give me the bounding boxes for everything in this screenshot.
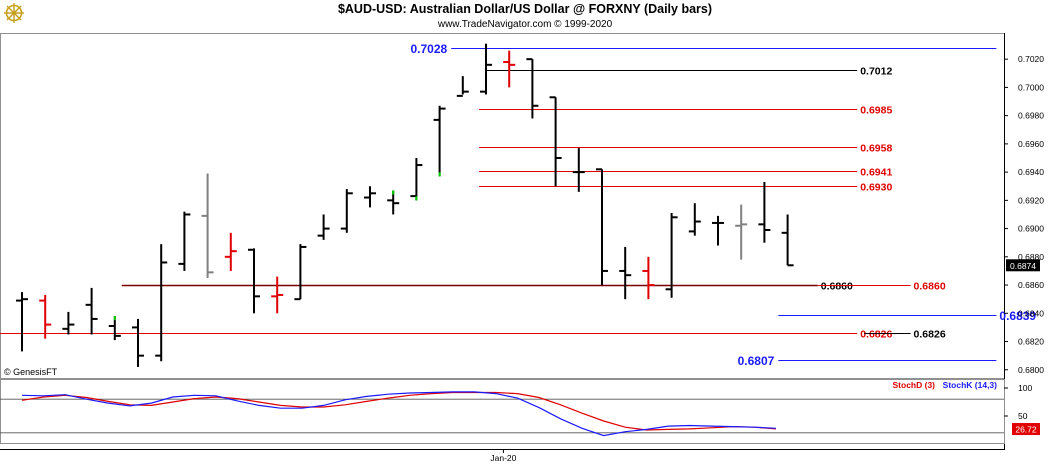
price-bar xyxy=(108,316,121,341)
stochk-legend: StochK (14,3) xyxy=(943,380,997,390)
price-bar xyxy=(456,76,469,97)
price-tick-label: 0.6920 xyxy=(1018,195,1044,205)
price-bar xyxy=(480,43,492,95)
price-bar xyxy=(549,96,562,187)
price-axis: 0.7020 0.7000 0.6980 0.6960 0.6940 0.6920 0.69… xyxy=(1004,54,1044,375)
price-tick-label: 0.6980 xyxy=(1018,111,1044,121)
price-bar xyxy=(224,232,237,271)
stoch-series-k xyxy=(21,391,777,437)
price-bar xyxy=(712,215,724,246)
level-label: 0.6826 xyxy=(914,328,946,340)
price-tick-label: 0.6960 xyxy=(1018,139,1044,149)
price-bar xyxy=(433,105,446,177)
price-bar xyxy=(201,173,214,278)
stochd-legend: StochD (3) xyxy=(893,380,936,390)
price-bar xyxy=(132,318,144,367)
price-tick-label: 0.6800 xyxy=(1018,365,1044,375)
price-tick-label: 0.6940 xyxy=(1018,167,1044,177)
price-bar xyxy=(619,246,632,300)
price-bar xyxy=(340,189,353,233)
price-bar xyxy=(16,292,28,352)
level-label: 0.6860 xyxy=(914,280,946,292)
stochastic-axis: 100 50 26.72 xyxy=(1004,383,1040,436)
last-price-label: 0.6874 xyxy=(1010,261,1036,271)
level-label: 0.6839 xyxy=(999,309,1036,323)
level-label: 0.6985 xyxy=(860,104,892,116)
price-bars xyxy=(16,43,794,367)
logo-icon xyxy=(4,3,24,23)
level-lines: 0.7028 0.7012 0.6985 0.6958 0.6941 0.6930 0.68… xyxy=(0,42,1036,368)
price-bar xyxy=(665,213,678,298)
price-bar xyxy=(688,203,701,236)
price-bar xyxy=(758,182,771,243)
price-bar xyxy=(271,276,284,314)
price-plot-area xyxy=(0,33,1005,379)
price-tick-label: 0.6840 xyxy=(1018,308,1044,318)
price-bar xyxy=(572,148,585,192)
level-label: 0.6958 xyxy=(860,142,892,154)
stochastic-pane xyxy=(0,379,1005,444)
level-label: 0.7028 xyxy=(410,42,447,56)
price-bar xyxy=(596,168,608,286)
price-bar xyxy=(248,248,260,314)
price-tick-label: 0.7000 xyxy=(1018,82,1044,92)
level-label: 0.6941 xyxy=(860,166,892,178)
level-label: 0.6826 xyxy=(860,328,892,340)
price-bar xyxy=(642,256,655,300)
stoch-tick-label: 100 xyxy=(1018,383,1032,393)
price-tick-label: 0.6860 xyxy=(1018,280,1044,290)
stoch-series-d xyxy=(21,391,777,431)
level-label: 0.6860 xyxy=(821,280,853,292)
price-bar xyxy=(85,287,98,335)
price-bar xyxy=(39,294,52,339)
price-bar xyxy=(387,190,400,215)
price-tick-label: 0.6880 xyxy=(1018,252,1044,262)
price-bar xyxy=(317,214,330,240)
chart-subtitle: www.TradeNavigator.com © 1999-2020 xyxy=(437,19,613,30)
price-bar xyxy=(155,244,168,362)
level-label: 0.6807 xyxy=(738,354,775,368)
stoch-last-box xyxy=(1012,423,1040,436)
price-bar xyxy=(503,50,516,88)
price-tick-label: 0.7020 xyxy=(1018,54,1044,64)
price-bar xyxy=(364,186,376,208)
price-bar xyxy=(62,311,75,335)
price-tick-label: 0.6820 xyxy=(1018,337,1044,347)
price-bar xyxy=(294,244,307,301)
stoch-last-label: 26.72 xyxy=(1015,425,1037,435)
price-bar xyxy=(410,158,423,201)
x-tick-label: Jan-20 xyxy=(490,453,516,463)
price-bar xyxy=(735,204,748,260)
price-tick-label: 0.6900 xyxy=(1018,224,1044,234)
level-label: 0.6930 xyxy=(860,181,892,193)
chart-title: $AUD-USD: Australian Dollar/US Dollar @ … xyxy=(338,2,712,16)
x-axis: Jan-20 xyxy=(490,449,517,463)
price-bar xyxy=(781,214,794,267)
stochastic-lines xyxy=(0,391,1004,437)
level-label: 0.7012 xyxy=(860,65,892,77)
stoch-tick-label: 50 xyxy=(1018,411,1028,421)
price-bar xyxy=(178,211,191,271)
last-price-box xyxy=(1006,259,1040,272)
price-bar xyxy=(526,58,539,119)
watermark: © GenesisFT xyxy=(4,367,58,377)
